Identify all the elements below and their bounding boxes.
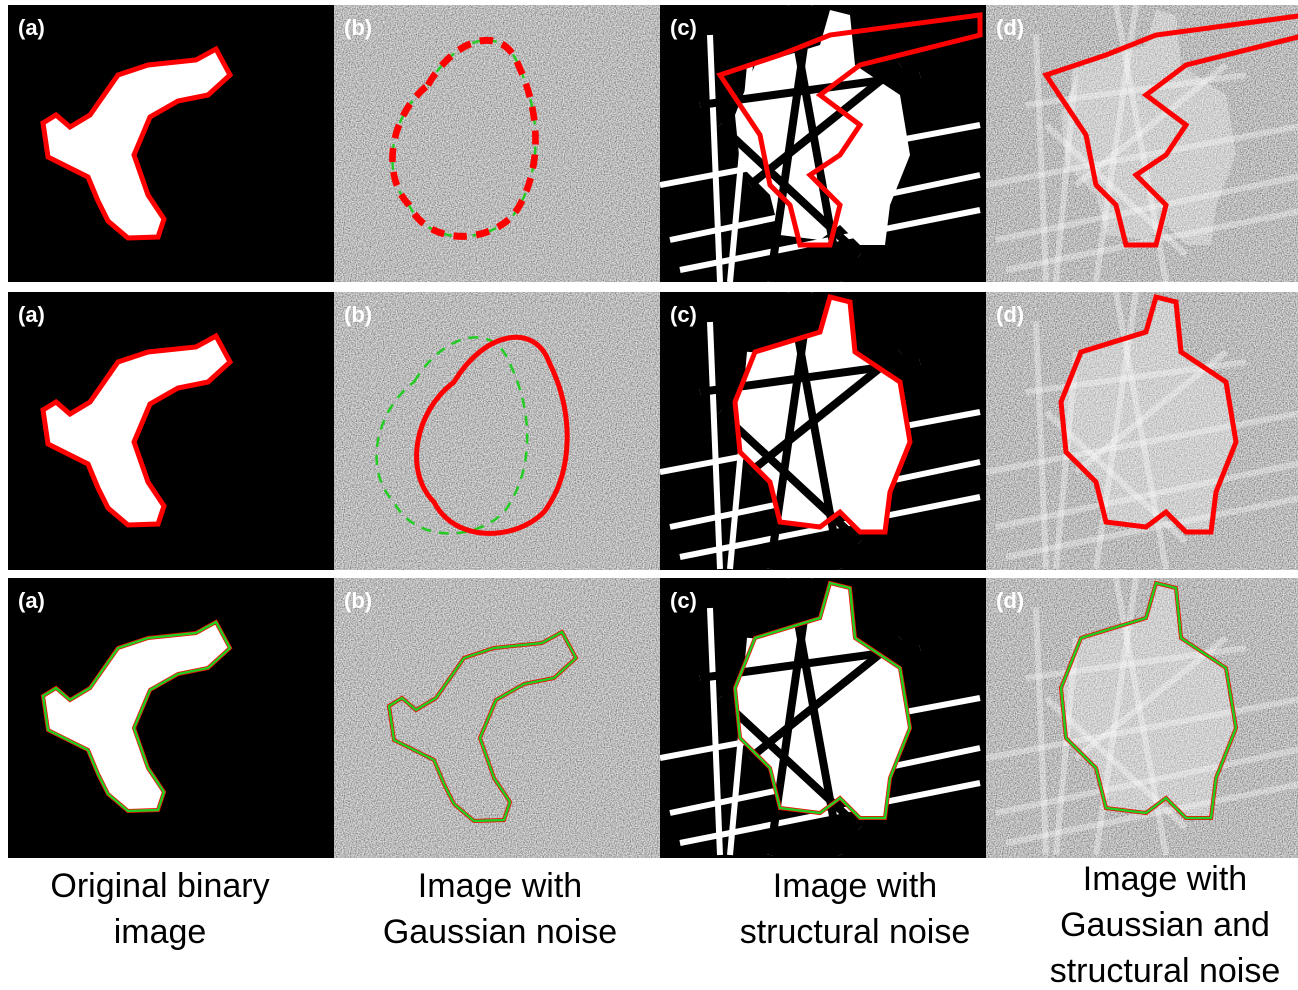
- panel: [8, 578, 334, 858]
- panel-label: (a): [18, 302, 45, 327]
- panel-label: (c): [670, 15, 697, 40]
- panel-label: (b): [344, 302, 372, 327]
- caption: Image with: [1083, 860, 1247, 898]
- noise: [334, 578, 660, 858]
- panel: [8, 5, 334, 282]
- noise: [334, 5, 660, 282]
- caption: image: [114, 913, 207, 951]
- caption: Original binary: [50, 867, 269, 905]
- caption: Image with: [418, 867, 582, 905]
- panel-label: (b): [344, 588, 372, 613]
- panel: [660, 292, 986, 570]
- caption: Gaussian noise: [383, 913, 617, 951]
- panel: [986, 578, 1298, 858]
- caption: structural noise: [740, 913, 971, 951]
- panel-label: (b): [344, 15, 372, 40]
- panel-label: (c): [670, 302, 697, 327]
- panel: [660, 578, 986, 858]
- panel-label: (d): [996, 588, 1024, 613]
- panel-label: (c): [670, 588, 697, 613]
- panel: [660, 5, 986, 282]
- panel: [334, 578, 660, 858]
- panel: [986, 292, 1298, 570]
- panel-label: (a): [18, 588, 45, 613]
- panel: [986, 5, 1298, 282]
- panel-label: (a): [18, 15, 45, 40]
- panel-label: (d): [996, 15, 1024, 40]
- caption: Gaussian and: [1060, 906, 1270, 944]
- figure: (a) (b) (c) (d) (a) (b) (c) (d) (a) (b) (c) (d) Orig…: [0, 0, 1298, 990]
- panel: [334, 292, 660, 570]
- caption: Image with: [773, 867, 937, 905]
- noise: [334, 292, 660, 570]
- panel-label: (d): [996, 302, 1024, 327]
- panel: [334, 5, 660, 282]
- panel: [8, 292, 334, 570]
- caption: structural noise: [1050, 952, 1281, 990]
